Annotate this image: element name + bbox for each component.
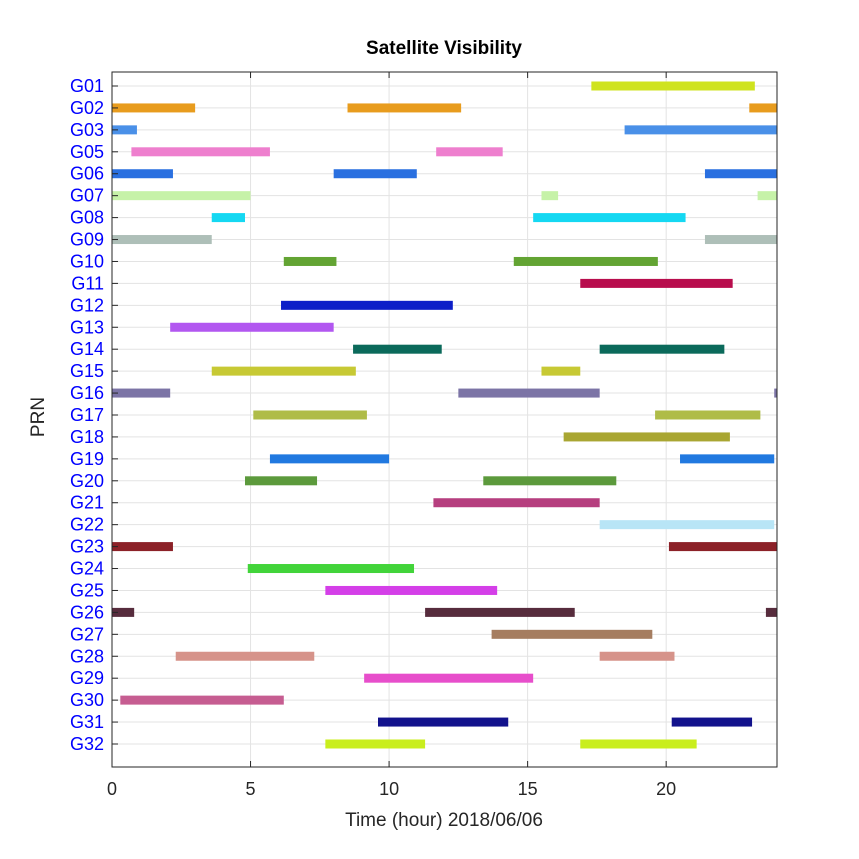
visibility-bar-g19 bbox=[680, 454, 775, 464]
prn-tick-label: G02 bbox=[70, 98, 104, 118]
prn-tick-label: G15 bbox=[70, 361, 104, 381]
visibility-bar-g26 bbox=[765, 607, 777, 617]
prn-tick-label: G12 bbox=[70, 295, 104, 315]
visibility-bar-g28 bbox=[599, 651, 675, 661]
visibility-bar-g09 bbox=[704, 235, 777, 245]
grid-layer bbox=[111, 72, 777, 767]
visibility-bar-g23 bbox=[668, 542, 777, 552]
prn-tick-label: G11 bbox=[71, 273, 104, 293]
prn-tick-label: G03 bbox=[70, 120, 104, 140]
visibility-bar-g29 bbox=[364, 673, 534, 683]
visibility-bar-g16 bbox=[774, 388, 777, 398]
axis-layer: G01G02G03G05G06G07G08G09G10G11G12G13G14G… bbox=[70, 71, 778, 799]
visibility-bar-g10 bbox=[513, 256, 658, 266]
prn-tick-label: G30 bbox=[70, 690, 104, 710]
visibility-bar-g16 bbox=[458, 388, 600, 398]
x-tick-label: 15 bbox=[518, 779, 538, 799]
visibility-bar-g21 bbox=[433, 498, 600, 508]
visibility-bar-g14 bbox=[599, 344, 725, 354]
visibility-bar-g17 bbox=[655, 410, 761, 420]
prn-tick-label: G21 bbox=[70, 493, 104, 513]
prn-tick-label: G20 bbox=[70, 471, 104, 491]
x-tick-label: 10 bbox=[379, 779, 399, 799]
visibility-bar-g11 bbox=[580, 278, 733, 288]
visibility-bar-g02 bbox=[112, 103, 196, 113]
bar-layer bbox=[112, 81, 777, 749]
x-axis-label: Time (hour) 2018/06/06 bbox=[345, 810, 543, 831]
visibility-bar-g06 bbox=[333, 169, 417, 179]
visibility-bar-g24 bbox=[247, 564, 415, 574]
visibility-bar-g16 bbox=[112, 388, 171, 398]
visibility-bar-g02 bbox=[749, 103, 777, 113]
visibility-bar-g07 bbox=[757, 191, 777, 201]
prn-tick-label: G17 bbox=[70, 405, 104, 425]
prn-tick-label: G19 bbox=[70, 449, 104, 469]
visibility-bar-g08 bbox=[533, 213, 686, 223]
visibility-bar-g07 bbox=[112, 191, 251, 201]
x-tick-label: 0 bbox=[107, 779, 117, 799]
visibility-bar-g13 bbox=[170, 322, 334, 332]
visibility-bar-g10 bbox=[283, 256, 337, 266]
visibility-bar-g05 bbox=[436, 147, 503, 157]
visibility-bar-g01 bbox=[591, 81, 755, 91]
visibility-bar-g15 bbox=[541, 366, 581, 376]
visibility-bar-g31 bbox=[378, 717, 509, 727]
prn-tick-label: G23 bbox=[70, 537, 104, 557]
prn-tick-label: G14 bbox=[70, 339, 104, 359]
visibility-bar-g19 bbox=[269, 454, 390, 464]
visibility-bar-g32 bbox=[580, 739, 697, 749]
visibility-bar-g05 bbox=[131, 147, 270, 157]
x-tick-label: 20 bbox=[656, 779, 676, 799]
visibility-bar-g18 bbox=[563, 432, 730, 442]
visibility-bar-g22 bbox=[599, 520, 775, 530]
plot-frame bbox=[111, 71, 778, 768]
prn-tick-label: G18 bbox=[70, 427, 104, 447]
prn-tick-label: G01 bbox=[70, 76, 104, 96]
visibility-bar-g06 bbox=[112, 169, 173, 179]
visibility-bar-g28 bbox=[175, 651, 315, 661]
prn-tick-label: G06 bbox=[70, 164, 104, 184]
visibility-bar-g06 bbox=[704, 169, 777, 179]
visibility-bar-g08 bbox=[211, 213, 245, 223]
prn-tick-label: G08 bbox=[70, 208, 104, 228]
x-tick-label: 5 bbox=[246, 779, 256, 799]
prn-tick-label: G31 bbox=[70, 712, 104, 732]
visibility-bar-g09 bbox=[112, 235, 212, 245]
visibility-bar-g25 bbox=[325, 585, 498, 595]
prn-tick-label: G09 bbox=[70, 230, 104, 250]
prn-tick-label: G05 bbox=[70, 142, 104, 162]
visibility-bar-g31 bbox=[671, 717, 753, 727]
prn-tick-label: G28 bbox=[70, 646, 104, 666]
prn-tick-label: G22 bbox=[70, 515, 104, 535]
visibility-bar-g26 bbox=[425, 607, 575, 617]
visibility-bar-g02 bbox=[347, 103, 462, 113]
prn-tick-label: G32 bbox=[70, 734, 104, 754]
visibility-bar-g20 bbox=[483, 476, 617, 486]
y-axis-label: PRN bbox=[28, 397, 49, 437]
visibility-bar-g30 bbox=[120, 695, 284, 705]
visibility-bar-g23 bbox=[112, 542, 173, 552]
prn-tick-label: G25 bbox=[70, 580, 104, 600]
prn-tick-label: G27 bbox=[70, 624, 104, 644]
prn-tick-label: G10 bbox=[70, 251, 104, 271]
prn-tick-label: G16 bbox=[70, 383, 104, 403]
visibility-bar-g03 bbox=[112, 125, 137, 135]
prn-tick-label: G26 bbox=[70, 602, 104, 622]
visibility-bar-g27 bbox=[491, 629, 653, 639]
visibility-bar-g17 bbox=[253, 410, 367, 420]
prn-tick-label: G13 bbox=[70, 317, 104, 337]
visibility-bar-g20 bbox=[245, 476, 318, 486]
prn-tick-label: G29 bbox=[70, 668, 104, 688]
visibility-bar-g26 bbox=[112, 607, 135, 617]
prn-tick-label: G07 bbox=[70, 186, 104, 206]
visibility-bar-g14 bbox=[353, 344, 442, 354]
visibility-bar-g03 bbox=[624, 125, 777, 135]
visibility-bar-g12 bbox=[281, 300, 453, 310]
visibility-bar-g32 bbox=[325, 739, 426, 749]
chart-title: Satellite Visibility bbox=[366, 38, 522, 59]
prn-tick-label: G24 bbox=[70, 559, 104, 579]
visibility-bar-g15 bbox=[211, 366, 356, 376]
visibility-bar-g07 bbox=[541, 191, 559, 201]
